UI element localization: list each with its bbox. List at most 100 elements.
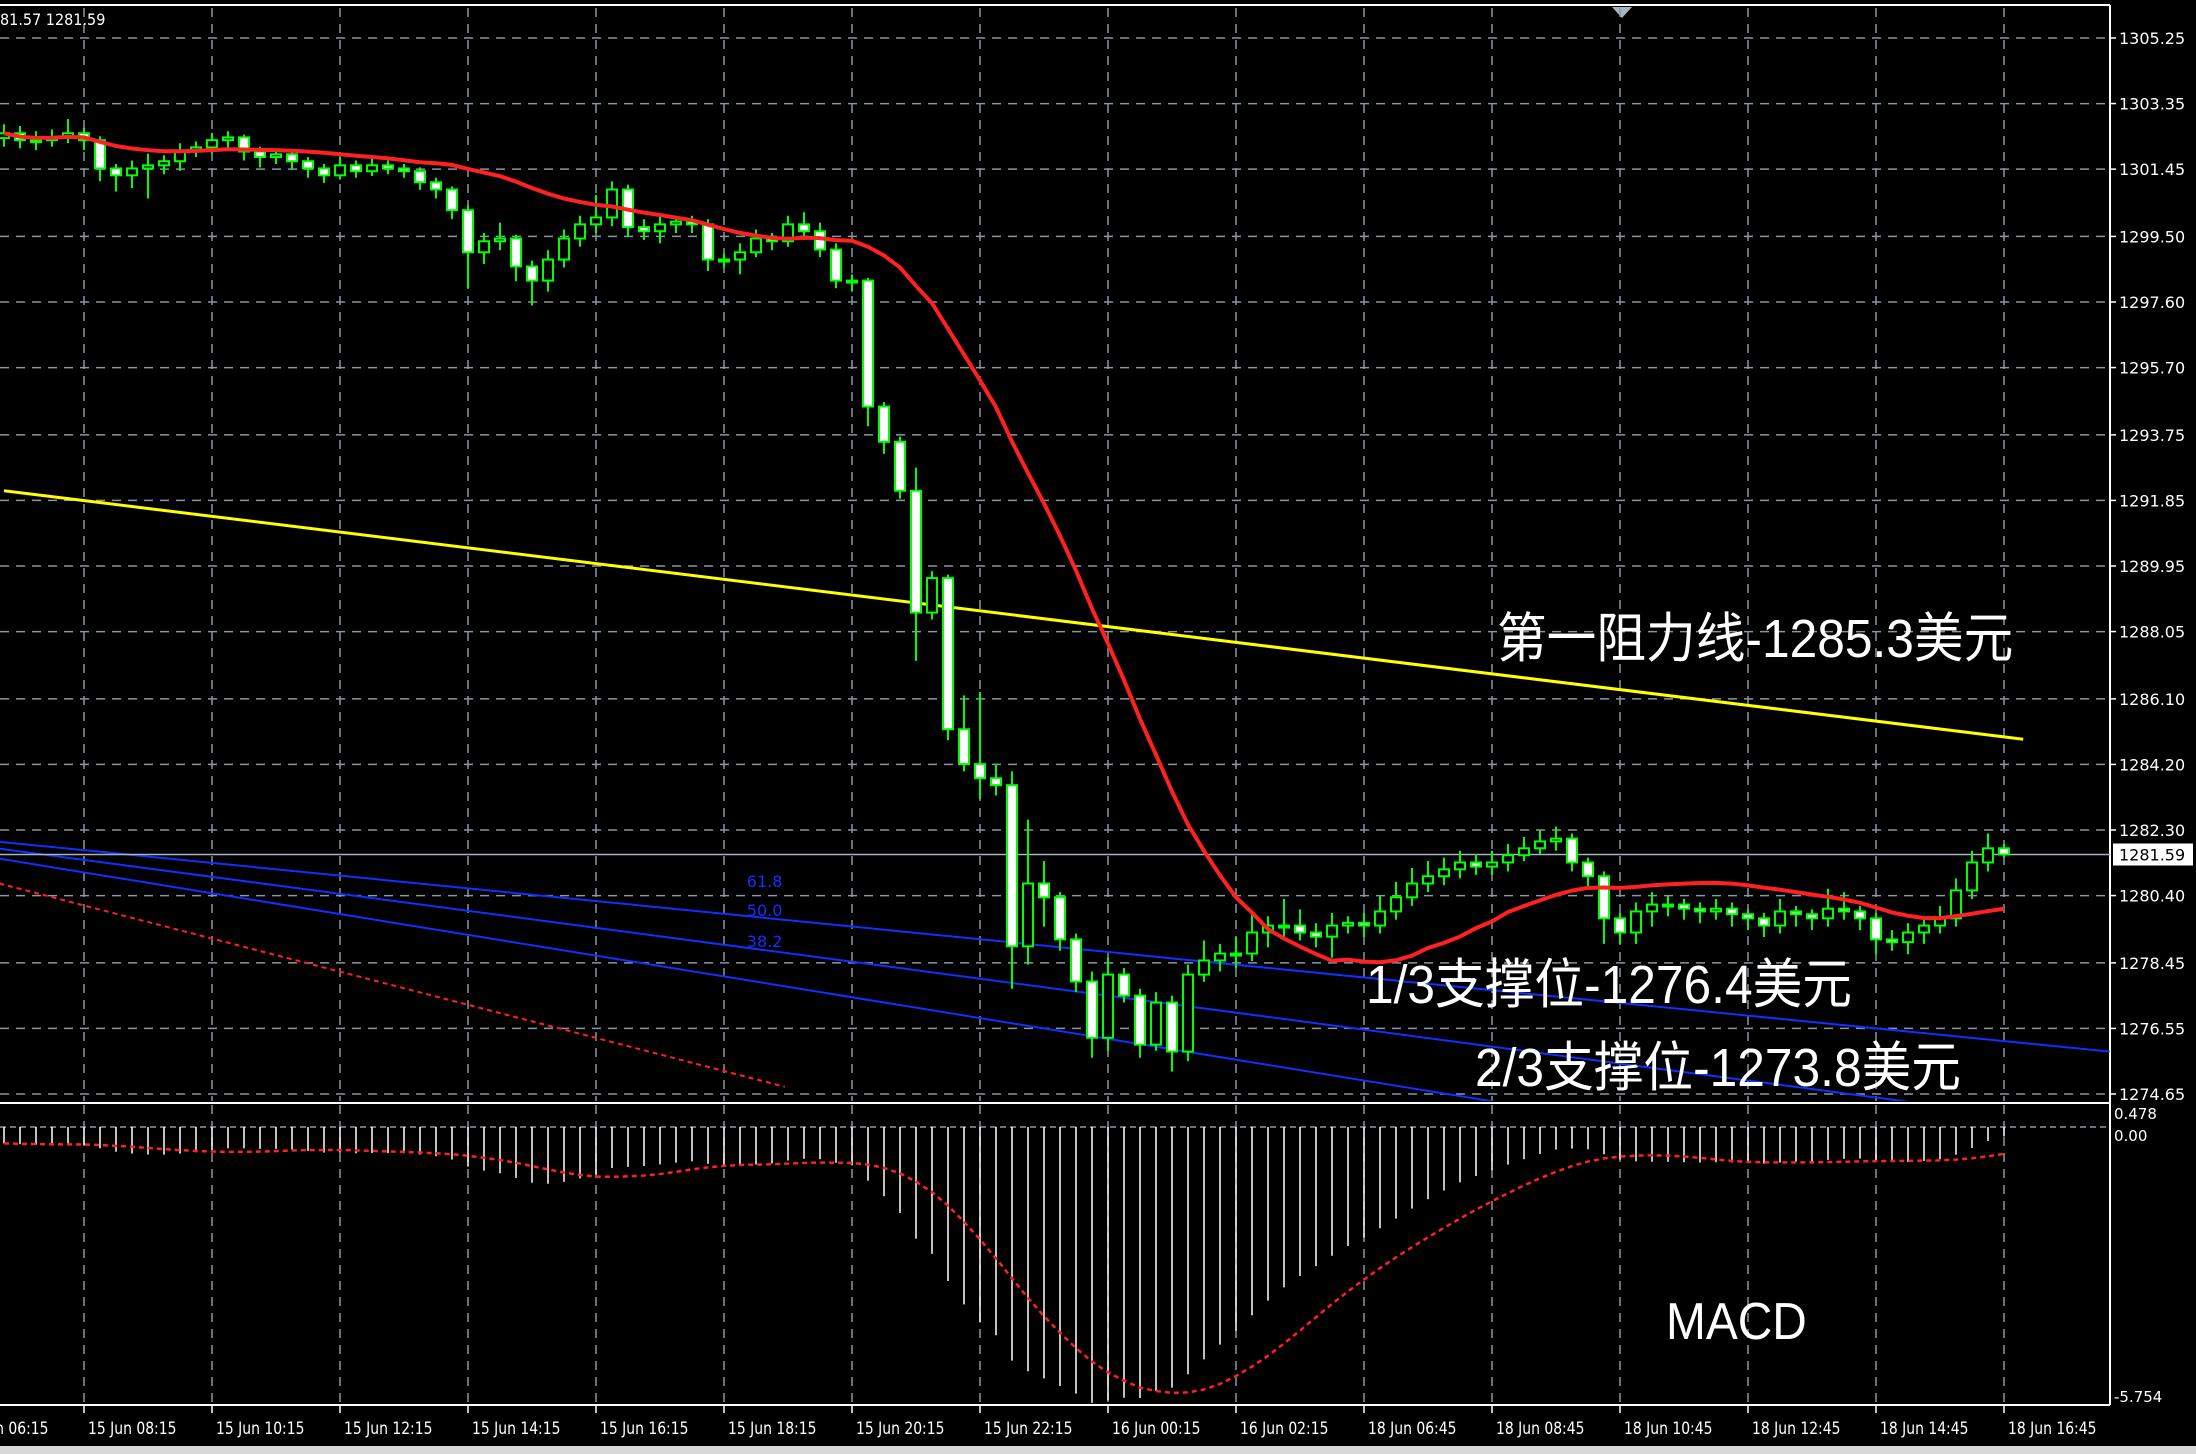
- candle-body: [462, 209, 474, 254]
- candle-body: [942, 577, 954, 731]
- bull-candle: [1150, 992, 1162, 1051]
- time-label: 15 Jun 20:15: [856, 1419, 944, 1439]
- candle-body: [1902, 931, 1914, 944]
- candle-body: [206, 139, 218, 149]
- bear-candle: [830, 243, 842, 289]
- fib-level-label: 61.8: [747, 872, 783, 891]
- bear-candle: [510, 234, 522, 282]
- bear-candle: [1598, 871, 1610, 944]
- bear-candle: [1006, 771, 1018, 989]
- bear-candle: [350, 160, 362, 178]
- candle-body: [1502, 854, 1514, 864]
- bull-candle: [1182, 964, 1194, 1062]
- bear-candle: [382, 160, 394, 175]
- candle-body: [606, 188, 618, 219]
- price-tick-label: 1282.30: [2119, 821, 2185, 840]
- bear-candle: [302, 157, 314, 178]
- candle-body: [510, 237, 522, 268]
- trendline-fib-61.8: [0, 840, 2110, 1053]
- bull-candle: [558, 229, 570, 268]
- chart-shift-marker-icon: [1612, 7, 1632, 18]
- bear-candle: [1790, 905, 1802, 927]
- trendline-fib-50.0: [0, 847, 1910, 1101]
- price-tick-label: 1297.60: [2119, 293, 2185, 312]
- candle-body: [1566, 837, 1578, 864]
- candle-body: [430, 181, 442, 191]
- bull-candle: [158, 155, 170, 175]
- candle-body: [110, 167, 122, 177]
- candle-body: [1582, 861, 1594, 878]
- candle-body: [1054, 896, 1066, 941]
- candle-body: [1214, 952, 1226, 962]
- bear-candle: [1470, 854, 1482, 875]
- macd-signal-line: [3, 1142, 2005, 1395]
- candle-body: [798, 223, 810, 233]
- candle-body: [1166, 1001, 1178, 1053]
- bull-candle: [1326, 912, 1338, 958]
- price-tick-label: 1286.10: [2119, 690, 2185, 709]
- bull-candle: [1102, 957, 1114, 1051]
- time-label: 15 Jun 16:15: [600, 1419, 688, 1439]
- candle-body: [542, 258, 554, 282]
- bull-candle: [478, 232, 490, 265]
- bull-candle: [542, 250, 554, 292]
- candle-body: [862, 279, 874, 408]
- candle-body: [1614, 917, 1626, 934]
- candle-body: [1678, 903, 1690, 910]
- price-tick-label: 1291.85: [2119, 491, 2185, 510]
- candle-body: [350, 164, 362, 173]
- time-label: 15 Jun 12:15: [344, 1419, 432, 1439]
- candle-body: [222, 136, 234, 142]
- candle-body: [318, 167, 330, 177]
- bull-candle: [654, 214, 666, 244]
- time-label: 16 Jun 00:15: [1112, 1419, 1200, 1439]
- candle-body: [238, 136, 250, 153]
- price-tick-label: 1288.05: [2119, 623, 2185, 642]
- candle-body: [1982, 847, 1994, 864]
- candle-body: [414, 170, 426, 184]
- candle-body: [1966, 861, 1978, 892]
- candle-body: [926, 577, 938, 614]
- resistance-annotation: 第一阻力线-1285.3美元: [1497, 609, 2014, 669]
- candle-body: [30, 139, 42, 144]
- current-price-box: [2113, 843, 2193, 866]
- bear-candle: [1086, 971, 1098, 1058]
- bear-candle: [1566, 833, 1578, 872]
- candle-body: [782, 223, 794, 243]
- candle-body: [1278, 924, 1290, 929]
- current-price-label: 1281.59: [2119, 846, 2185, 865]
- candle-body: [1662, 903, 1674, 908]
- bear-candle: [1758, 912, 1770, 937]
- price-tick-label: 1299.50: [2119, 227, 2185, 246]
- support-2-3-annotation: 2/3支撑位-1273.8美元: [1475, 1038, 1961, 1098]
- candle-body: [1694, 907, 1706, 913]
- candle-body: [638, 226, 650, 233]
- bull-candle: [1662, 895, 1674, 917]
- candle-body: [1550, 837, 1562, 843]
- candle-body: [1790, 910, 1802, 916]
- candle-body: [910, 489, 922, 614]
- candle-body: [1374, 910, 1386, 927]
- bull-candle: [926, 571, 938, 620]
- support-1-3-annotation: 1/3支撑位-1276.4美元: [1366, 955, 1852, 1015]
- candle-body: [1246, 931, 1258, 955]
- price-tick-label: 1301.45: [2119, 160, 2185, 179]
- candle-body: [590, 216, 602, 226]
- candle-body: [1070, 938, 1082, 983]
- candle-body: [958, 728, 970, 766]
- bear-candle: [1054, 892, 1066, 951]
- bull-candle: [1438, 857, 1450, 886]
- candle-body: [1870, 917, 1882, 941]
- candle-body: [1518, 847, 1530, 857]
- candle-body: [1102, 973, 1114, 1039]
- bull-candle: [1534, 830, 1546, 855]
- bear-candle: [1694, 902, 1706, 924]
- candle-body: [670, 220, 682, 226]
- bear-candle: [446, 186, 458, 220]
- candle-body: [1118, 973, 1130, 997]
- candle-body: [974, 763, 986, 780]
- bull-candle: [494, 222, 506, 251]
- candle-body: [878, 405, 890, 443]
- candle-body: [1230, 952, 1242, 957]
